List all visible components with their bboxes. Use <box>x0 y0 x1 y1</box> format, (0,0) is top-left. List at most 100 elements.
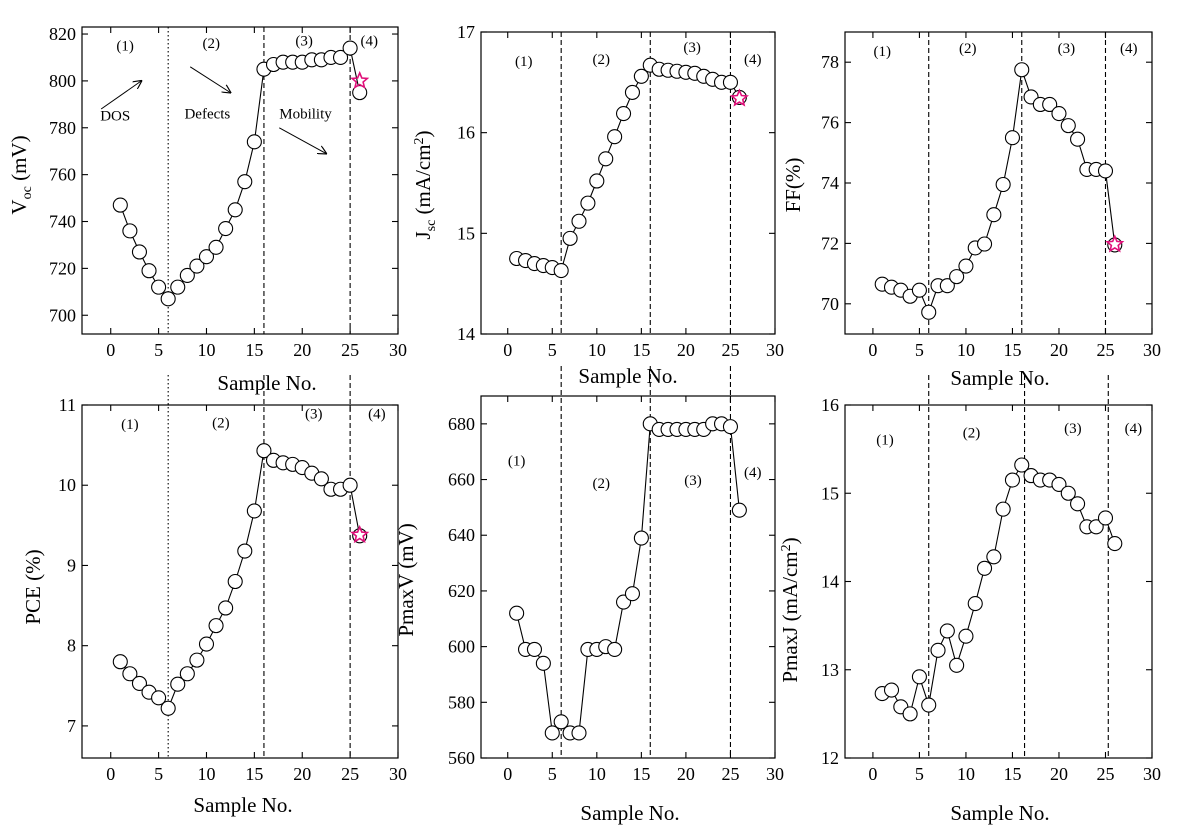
y-tick-label: 16 <box>821 395 839 415</box>
ylabel-pce: PCE (%) <box>21 549 45 624</box>
data-point <box>1014 62 1030 78</box>
data-point <box>246 134 262 150</box>
y-tick-label: 16 <box>457 123 475 143</box>
data-point <box>332 49 349 66</box>
axes-frame <box>844 404 1153 759</box>
panel-jsc: Jsc (mA/cm2) Sample No. 0 5 10 15 20 25 30 14 15… <box>411 22 784 388</box>
data-point <box>1004 130 1021 146</box>
y-tick-label: 580 <box>448 692 475 712</box>
data-point <box>1070 131 1086 147</box>
data-point <box>112 197 128 213</box>
axes-frame <box>81 404 399 759</box>
panel-ff: FF(%) Sample No. 0 5 10 15 20 25 30 70 72 74 76 78 (… <box>781 31 1161 390</box>
y-tick-label: 700 <box>49 305 76 325</box>
data-point <box>122 666 138 682</box>
y-tick-label: 660 <box>448 470 475 490</box>
region-label: (1) <box>876 433 894 449</box>
data-point <box>218 220 234 237</box>
data-point <box>170 676 186 692</box>
data-point <box>198 636 215 652</box>
data-point <box>722 74 739 90</box>
data-point <box>589 173 605 189</box>
x-tick-label: 25 <box>721 340 739 360</box>
y-tick-label: 17 <box>457 22 475 42</box>
y-tick-label: 14 <box>457 324 475 344</box>
data-point <box>237 543 253 559</box>
data-point <box>160 291 176 307</box>
x-tick-label: 5 <box>915 340 924 360</box>
y-tick-label: 800 <box>49 71 76 91</box>
x-tick-label: 25 <box>721 764 739 784</box>
data-point <box>1051 105 1067 122</box>
region-label: (4) <box>368 407 386 423</box>
annotation-arrow <box>279 127 326 154</box>
data-point <box>535 655 551 671</box>
series-line <box>119 47 361 300</box>
x-tick-label: 30 <box>1143 764 1161 784</box>
region-label: (1) <box>121 417 139 433</box>
region-label: (2) <box>593 476 611 492</box>
data-point <box>170 279 186 295</box>
x-tick-label: 0 <box>106 764 115 784</box>
data-point <box>141 263 157 279</box>
y-tick-label: 10 <box>58 475 76 495</box>
x-tick-label: 20 <box>293 340 311 360</box>
x-tick-label: 0 <box>868 340 877 360</box>
y-tick-label: 76 <box>821 113 839 133</box>
data-point <box>902 706 918 722</box>
ylabel-jsc: Jsc (mA/cm2) <box>411 130 439 239</box>
star-marker <box>350 524 370 544</box>
x-tick-label: 5 <box>548 764 557 784</box>
data-point <box>615 105 632 122</box>
ylabel-pmaxv: PmaxV (mV) <box>394 523 418 636</box>
data-point <box>131 675 148 691</box>
data-point <box>313 471 329 487</box>
x-tick-label: 10 <box>957 764 975 784</box>
x-tick-label: 20 <box>293 764 311 784</box>
star-marker <box>350 70 370 90</box>
y-tick-label: 78 <box>821 52 839 72</box>
data-point <box>883 682 900 698</box>
data-point <box>939 278 955 294</box>
data-point <box>189 258 205 274</box>
y-tick-label: 9 <box>67 555 76 575</box>
data-point <box>189 652 205 668</box>
x-tick-label: 10 <box>588 764 606 784</box>
data-point <box>633 68 649 84</box>
ylabel-pmaxj: PmaxJ (mA/cm2) <box>778 537 802 682</box>
data-point <box>731 502 747 518</box>
panel-voc: Voc (mV) Sample No. 0 5 10 15 20 25 30 700 720 74… <box>7 24 407 395</box>
x-tick-label: 25 <box>1096 764 1114 784</box>
data-point <box>218 600 234 616</box>
data-point <box>256 443 272 459</box>
data-point <box>151 279 167 295</box>
region-label: (4) <box>744 465 762 481</box>
y-tick-label: 820 <box>49 24 76 44</box>
region-label: (3) <box>295 34 313 50</box>
y-tick-label: 780 <box>49 118 76 138</box>
x-tick-label: 0 <box>503 764 512 784</box>
data-point <box>1004 472 1021 488</box>
region-label: (4) <box>1120 41 1138 57</box>
region-label: (4) <box>1125 421 1143 437</box>
region-label: (4) <box>361 34 379 50</box>
x-tick-label: 30 <box>1143 340 1161 360</box>
series-line <box>882 69 1116 314</box>
y-tick-label: 74 <box>821 173 839 193</box>
y-tick-label: 70 <box>821 294 839 314</box>
xlabel-pce: Sample No. <box>193 793 292 817</box>
data-point <box>208 618 224 634</box>
data-point <box>995 501 1011 517</box>
x-tick-label: 25 <box>341 340 359 360</box>
data-point <box>976 560 993 576</box>
data-point <box>526 641 543 657</box>
axes-frame <box>480 31 776 335</box>
data-point <box>1107 536 1123 552</box>
annotation-label: DOS <box>100 109 130 125</box>
data-point <box>1097 163 1114 179</box>
data-point <box>995 176 1011 193</box>
region-label: (2) <box>203 36 221 52</box>
x-tick-label: 15 <box>245 340 263 360</box>
region-label: (3) <box>684 473 702 489</box>
